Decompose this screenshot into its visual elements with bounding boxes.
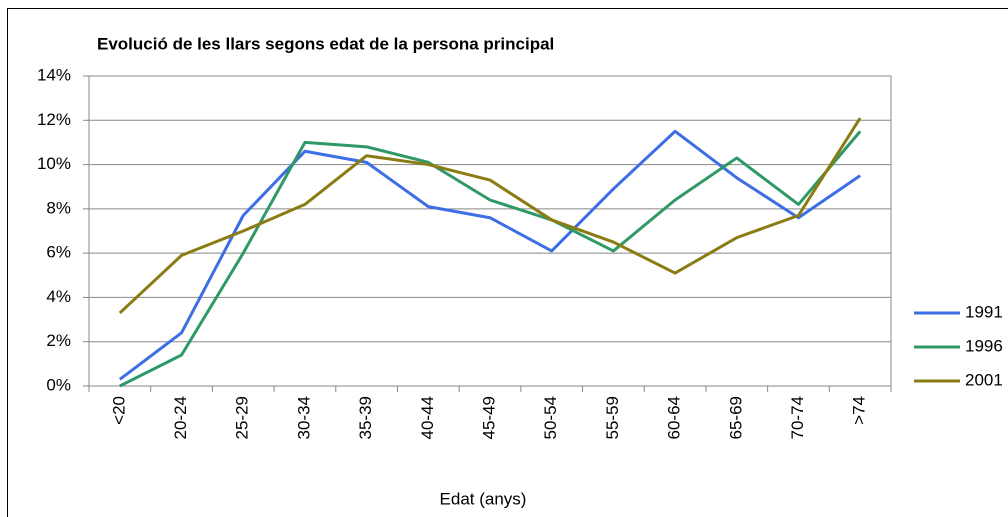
chart-title: Evolució de les llars segons edat de la …: [97, 34, 554, 53]
x-axis-label: Edat (anys): [440, 489, 527, 508]
y-tick-label: 8%: [46, 198, 71, 217]
x-tick-label: 50-54: [541, 396, 560, 439]
series-line: [118, 129, 861, 381]
x-tick-label: 45-49: [479, 396, 498, 439]
y-tick-label: 10%: [37, 154, 71, 173]
y-tick-label: 4%: [46, 287, 71, 306]
y-tick-label: 0%: [46, 375, 71, 394]
x-tick-label: 30-34: [294, 396, 313, 439]
x-tick-label: 25-29: [233, 396, 252, 439]
x-tick-label: 65-69: [726, 396, 745, 439]
x-tick-label: 60-64: [665, 396, 684, 439]
x-tick-label: 20-24: [171, 396, 190, 439]
chart-border: [7, 8, 1008, 517]
series-line: [119, 130, 862, 388]
x-tick-label: 55-59: [603, 396, 622, 439]
x-tick-label: <20: [109, 396, 128, 425]
y-tick-label: 12%: [37, 110, 71, 129]
x-tick-label: 70-74: [788, 396, 807, 439]
x-tick-label: 40-44: [418, 396, 437, 439]
legend-label: 1996: [965, 336, 1003, 355]
x-tick-label: >74: [850, 396, 869, 425]
legend-label: 2001: [965, 370, 1003, 389]
y-tick-label: 6%: [46, 243, 71, 262]
series-line: [118, 117, 862, 315]
y-tick-label: 2%: [46, 331, 71, 350]
legend-label: 1991: [965, 302, 1003, 321]
x-tick-label: 35-39: [356, 396, 375, 439]
y-tick-label: 14%: [37, 65, 71, 84]
